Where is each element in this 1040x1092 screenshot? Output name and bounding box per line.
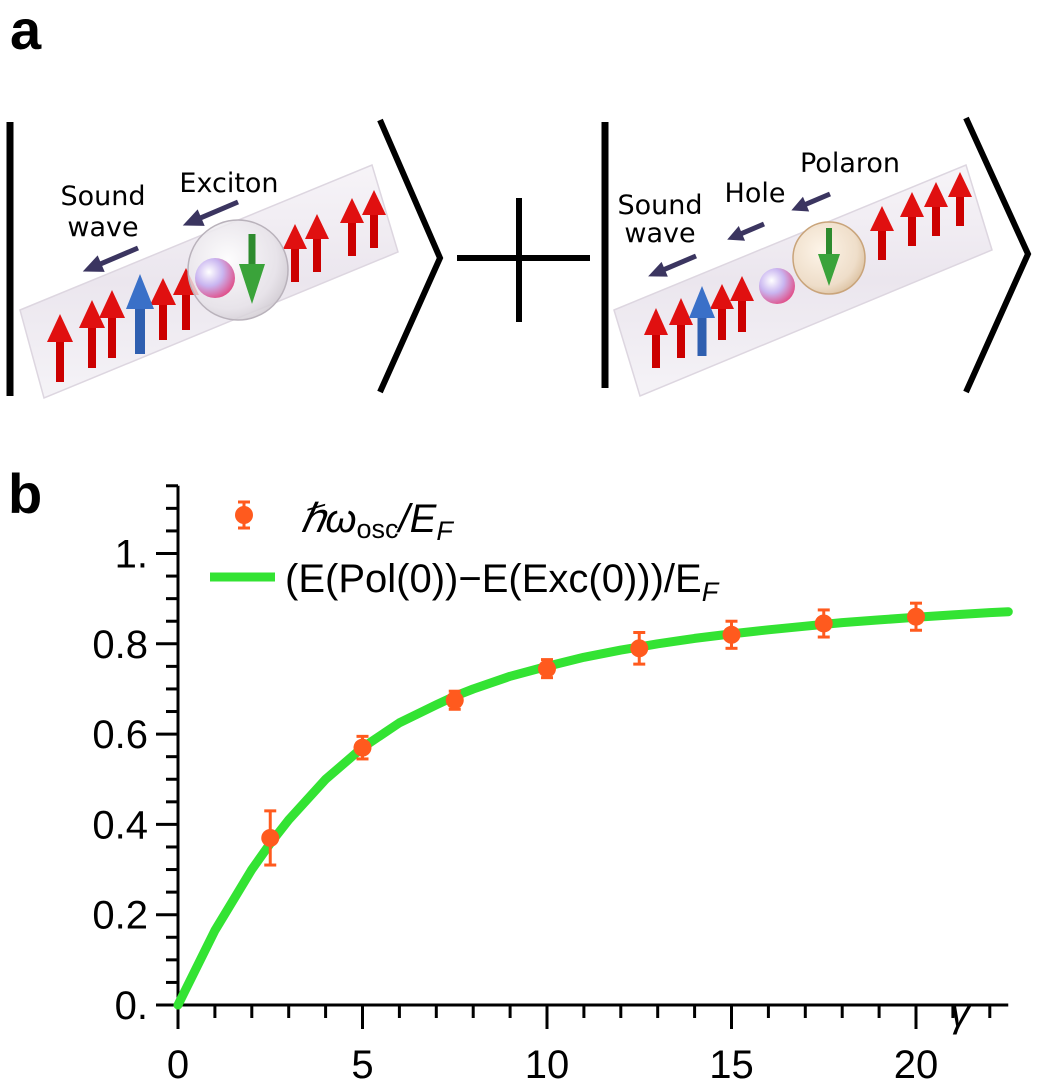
ket-exciton: Sound wave Exciton — [6, 118, 444, 400]
point-marker — [353, 738, 372, 757]
legend-curve-text: (E(Pol(0))−E(Exc(0)))/E — [285, 557, 702, 601]
propagation-arrows — [82, 199, 239, 272]
x-tick-label: 10 — [525, 1043, 570, 1087]
point-marker — [630, 639, 649, 658]
sound-wave-label-1a: Sound — [60, 181, 145, 212]
plus-sign — [457, 198, 590, 322]
hole-label: Hole — [725, 178, 786, 209]
axes: 0 5 10 15 20 0. 0.2 0.4 0.6 0.8 1. — [92, 484, 1009, 1087]
panel-b-chart: 0 5 10 15 200.0.20.40.60.81. ℏωosc/EF (E(Pol… — [92, 484, 1013, 1087]
hole-sphere — [759, 268, 795, 304]
data-point — [445, 689, 464, 711]
model-curve — [173, 607, 1013, 1010]
ket-right-angle — [377, 118, 444, 394]
sound-wave-label-2a: Sound — [617, 190, 702, 221]
data-point — [630, 631, 649, 666]
ket-right-angle — [963, 116, 1032, 394]
legend-points-sub: osc — [357, 514, 399, 544]
legend-curve-label: (E(Pol(0))−E(Exc(0)))/EF — [285, 557, 720, 607]
point-marker — [538, 659, 556, 678]
spin-down-arrow — [818, 228, 840, 286]
data-point — [722, 619, 741, 650]
spin-down-arrow — [239, 234, 265, 304]
x-tick-label: 0 — [167, 1043, 189, 1087]
legend-points-sub2: F — [436, 516, 454, 546]
point-marker — [722, 625, 741, 644]
point-marker — [261, 828, 280, 847]
y-tick-label: 0.8 — [92, 623, 148, 667]
data-point — [261, 809, 280, 867]
hole-sphere — [195, 258, 235, 298]
polaron-label: Polaron — [800, 148, 900, 179]
legend: ℏωosc/EF (E(Pol(0))−E(Exc(0)))/EF — [210, 497, 720, 607]
sound-wave-label-2b: wave — [624, 218, 695, 249]
exciton-label: Exciton — [179, 168, 278, 199]
point-marker — [445, 691, 464, 710]
point-marker — [907, 607, 925, 626]
y-tick-label: 0. — [115, 984, 148, 1028]
x-tick-label: 15 — [709, 1043, 754, 1087]
legend-points-prefix: ℏω — [300, 497, 357, 541]
x-tick-label: 20 — [894, 1043, 939, 1087]
y-tick-label: 1. — [115, 533, 148, 577]
legend-points-marker — [235, 500, 253, 530]
model-curve-layer — [173, 607, 1013, 1010]
y-tick-label: 0.6 — [92, 713, 148, 757]
data-point — [907, 601, 925, 632]
point-marker — [814, 614, 833, 633]
data-point — [538, 658, 556, 680]
data-point — [814, 608, 833, 639]
spin-arrows-up — [644, 172, 972, 368]
ket-polaron: Sound wave Hole Polaron — [601, 116, 1032, 398]
panel-b-letter: b — [8, 462, 43, 525]
panel-a-letter: a — [10, 0, 42, 61]
flipped-spin-arrow — [689, 286, 715, 356]
x-tick-label: 5 — [351, 1043, 373, 1087]
legend-points-mid: /E — [396, 497, 438, 541]
data-points-layer — [261, 601, 925, 867]
sound-wave-label-1b: wave — [67, 212, 138, 243]
spin-arrows-up — [47, 190, 386, 382]
y-tick-label: 0.2 — [92, 894, 148, 938]
data-point — [353, 734, 372, 761]
legend-curve-sub: F — [702, 577, 720, 607]
propagation-arrows — [648, 191, 831, 277]
flipped-spin-arrow — [126, 274, 154, 354]
panel-a-diagram: Sound wave Exciton — [6, 116, 1032, 400]
x-axis-symbol: γ — [950, 991, 972, 1035]
legend-points-label: ℏωosc/EF — [300, 497, 454, 546]
y-tick-label: 0.4 — [92, 803, 148, 847]
